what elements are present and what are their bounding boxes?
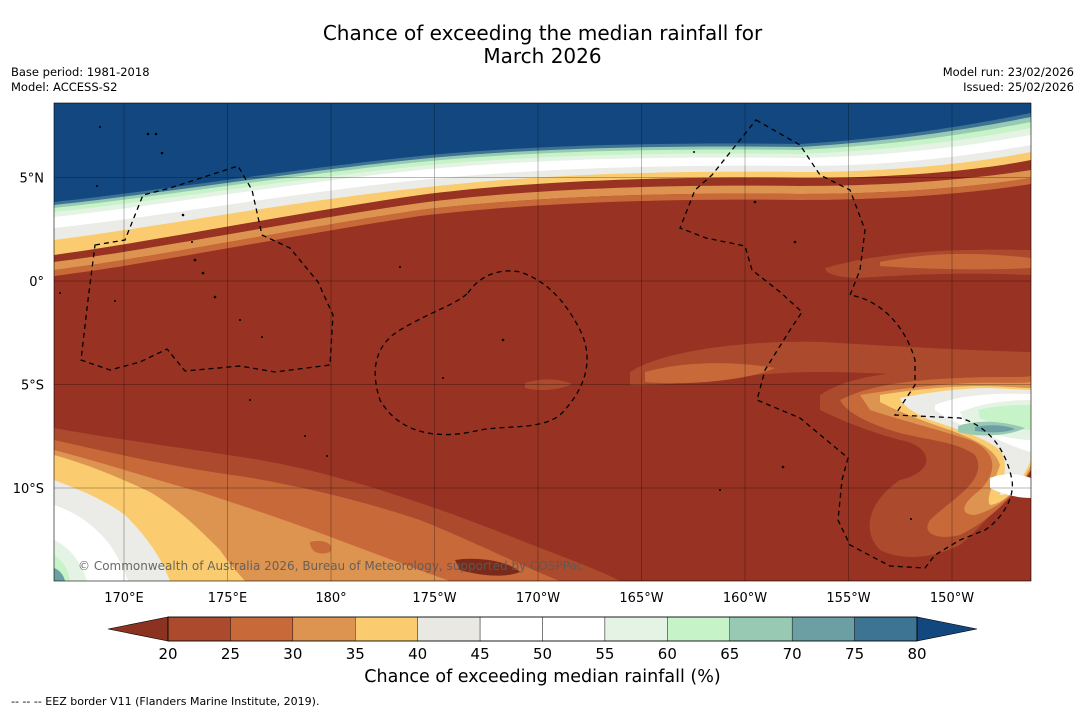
colorbar-segment — [791, 616, 855, 642]
model-text: Model: ACCESS-S2 — [11, 80, 118, 94]
rainfall-field: © Commonwealth of Australia 2026, Bureau… — [54, 103, 1031, 581]
colorbar-tick-label: 50 — [533, 645, 552, 663]
eez-line-islands — [679, 119, 1013, 569]
meta-left: Base period: 1981-2018 Model: ACCESS-S2 — [11, 65, 150, 95]
se-65 — [978, 405, 1031, 430]
colorbar: 20 25 30 35 40 45 50 55 60 65 70 75 80 — [107, 616, 978, 663]
tongue-central-inner — [645, 363, 775, 384]
colorbar-segment — [292, 616, 356, 642]
colorbar-extend-high — [916, 616, 978, 642]
islands — [59, 126, 912, 520]
longitude-labels: 170°E 175°E 180° 175°W 170°W 165°W 160°W 155°W 1… — [104, 591, 974, 606]
se-white-lower — [990, 474, 1031, 498]
colorbar-segment — [479, 616, 543, 642]
issued-text: Issued: 25/02/2026 — [963, 80, 1074, 94]
colorbar-segment — [667, 616, 730, 642]
colorbar-tick-label: 75 — [845, 645, 864, 663]
colorbar-tick-label: 60 — [658, 645, 677, 663]
lon-label: 165°W — [619, 591, 663, 606]
lon-label: 175°W — [412, 591, 456, 606]
gridlines — [54, 103, 1031, 581]
map-frame — [53, 102, 1032, 582]
lat-label: 5°N — [20, 172, 45, 187]
lon-label: 160°W — [723, 591, 767, 606]
sw-75 — [54, 568, 65, 581]
colorbar-tick-label: 20 — [158, 645, 177, 663]
lon-label: 170°W — [516, 591, 560, 606]
map-title-line2: March 2026 — [483, 44, 602, 68]
copyright-text: © Commonwealth of Australia 2026, Bureau… — [78, 559, 583, 573]
lon-label: 175°E — [208, 591, 248, 606]
lon-label: 150°W — [930, 591, 974, 606]
sw-small-patch — [310, 540, 332, 554]
colorbar-segment — [604, 616, 668, 642]
colorbar-tick-label: 25 — [221, 645, 240, 663]
colorbar-tick-label: 40 — [408, 645, 427, 663]
colorbar-segment — [542, 616, 606, 642]
base-period-text: Base period: 1981-2018 — [11, 65, 150, 79]
lon-label: 180° — [315, 591, 346, 606]
colorbar-segment — [167, 616, 231, 642]
model-run-text: Model run: 23/02/2026 — [942, 65, 1074, 79]
sw-dark-patch — [455, 558, 520, 576]
colorbar-tick-label: 45 — [471, 645, 490, 663]
eez-borders — [80, 119, 1013, 569]
colorbar-tick-label: 65 — [720, 645, 739, 663]
colorbar-tick-label: 35 — [346, 645, 365, 663]
eez-phoenix — [374, 270, 588, 436]
eez-footnote: -- -- -- EEZ border V11 (Flanders Marine… — [11, 695, 320, 708]
colorbar-segment — [355, 616, 418, 642]
lat-label: 0° — [29, 275, 44, 290]
meta-right: Model run: 23/02/2026 Issued: 25/02/2026 — [943, 65, 1074, 95]
colorbar-tick-label: 55 — [595, 645, 614, 663]
band-80 — [54, 103, 1031, 202]
colorbar-extend-low — [107, 616, 169, 642]
lat-label: 5°S — [21, 379, 44, 394]
colorbar-segment — [729, 616, 793, 642]
colorbar-tick-label: 30 — [283, 645, 302, 663]
colorbar-title: Chance of exceeding median rainfall (%) — [364, 667, 721, 687]
lon-label: 170°E — [104, 591, 144, 606]
map-title-line1: Chance of exceeding the median rainfall … — [322, 21, 763, 45]
colorbar-segment — [854, 616, 918, 642]
eez-kiribati-gilberts — [80, 165, 334, 373]
lat-label: 10°S — [13, 482, 44, 497]
colorbar-segment — [230, 616, 294, 642]
lon-label: 155°W — [826, 591, 870, 606]
latitude-labels: 5°N 0° 5°S 10°S — [13, 172, 44, 498]
tongue-east-north-inner — [880, 253, 1031, 270]
colorbar-segment — [417, 616, 481, 642]
colorbar-tick-label: 70 — [783, 645, 802, 663]
colorbar-frame — [167, 616, 918, 642]
colorbar-tick-label: 80 — [907, 645, 926, 663]
